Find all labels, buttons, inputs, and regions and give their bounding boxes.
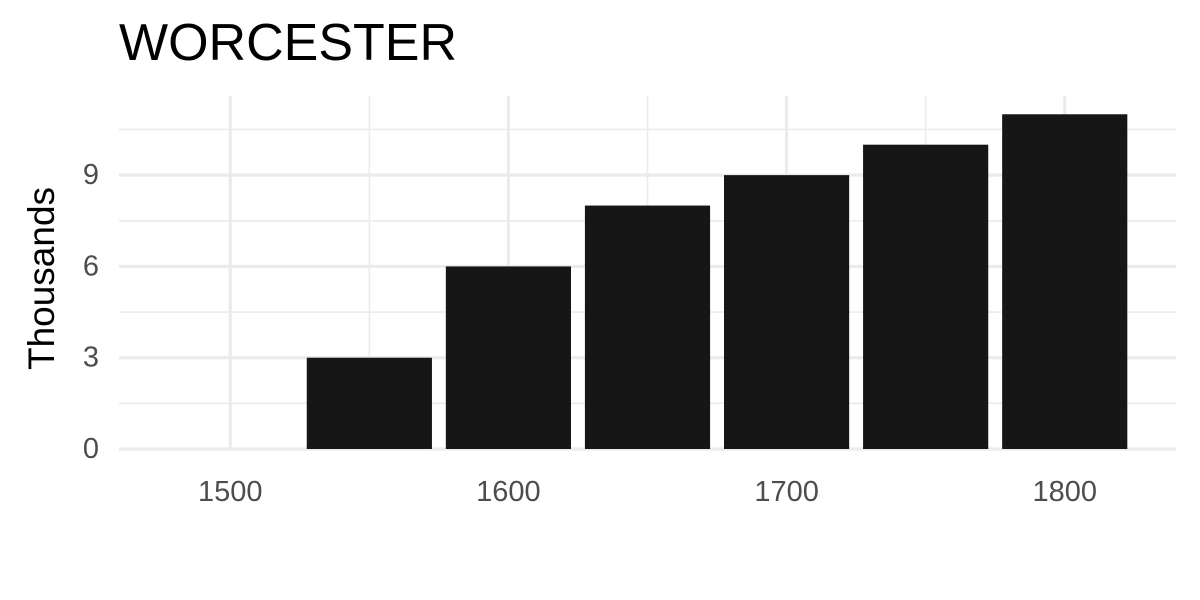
- bar: [306, 357, 432, 449]
- x-tick-label: 1800: [1032, 476, 1097, 508]
- x-tick-label: 1500: [198, 476, 263, 508]
- y-axis-title: Thousands: [21, 187, 62, 370]
- x-axis-tick-labels: 1500 1600 1700 1800: [198, 476, 1097, 508]
- y-tick-label: 0: [83, 433, 99, 465]
- bars: [306, 114, 1128, 450]
- bar: [445, 266, 572, 449]
- chart-title: WORCESTER: [119, 14, 457, 72]
- y-tick-label: 6: [83, 250, 99, 282]
- bar: [723, 175, 850, 449]
- x-tick-label: 1600: [476, 476, 541, 508]
- bar: [863, 144, 989, 450]
- y-tick-label: 3: [83, 342, 99, 374]
- y-tick-label: 9: [83, 159, 99, 191]
- bar: [1002, 114, 1128, 450]
- bar: [584, 205, 711, 449]
- y-axis-tick-labels: 0 3 6 9: [83, 159, 99, 465]
- x-tick-label: 1700: [754, 476, 819, 508]
